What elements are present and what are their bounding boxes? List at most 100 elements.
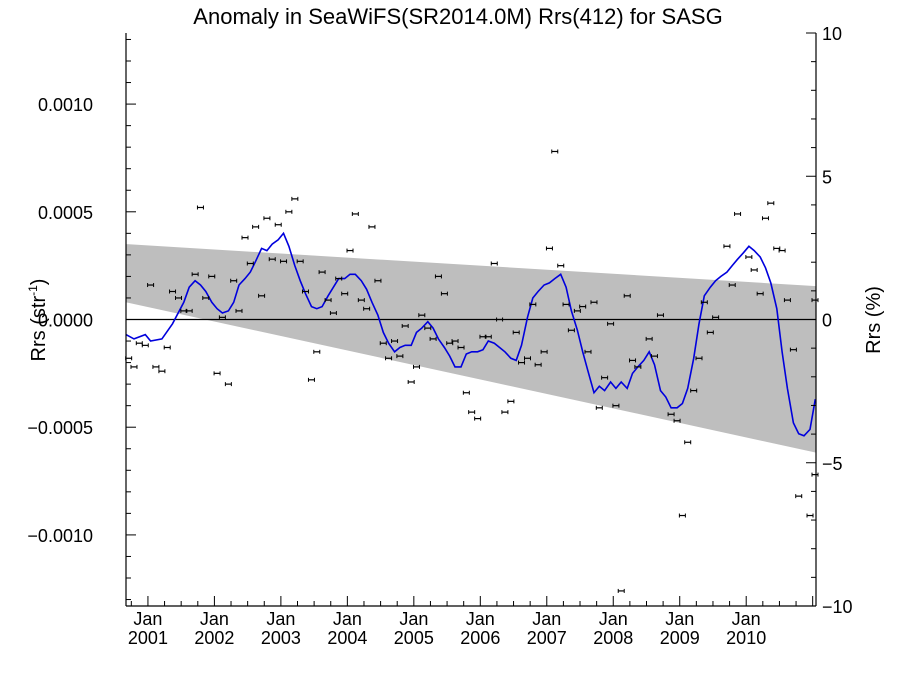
data-point <box>285 209 293 214</box>
data-point <box>540 349 548 354</box>
data-point <box>424 326 432 331</box>
x-axis-tick-month: Jan <box>466 609 495 629</box>
y-axis-right-tick-label: 0 <box>822 311 832 331</box>
y-axis-right-label: Rrs (%) <box>863 286 885 354</box>
y-axis-right-tick-label: 10 <box>822 24 842 44</box>
data-point <box>773 246 781 251</box>
data-point <box>379 341 387 346</box>
data-point <box>601 375 609 380</box>
data-point <box>468 410 476 415</box>
data-point <box>152 364 160 369</box>
x-axis-tick-year: 2009 <box>660 628 700 648</box>
data-point <box>706 330 714 335</box>
data-point <box>656 313 664 318</box>
data-point <box>518 360 526 365</box>
x-axis-tick-year: 2002 <box>194 628 234 648</box>
data-point <box>496 317 504 322</box>
data-point <box>341 291 349 296</box>
data-point <box>368 224 376 229</box>
data-point <box>579 304 587 309</box>
data-point <box>280 259 288 264</box>
data-point <box>629 358 637 363</box>
data-point <box>545 246 553 251</box>
data-point <box>351 211 359 216</box>
data-point <box>335 276 343 281</box>
x-axis-tick-month: Jan <box>599 609 628 629</box>
data-point <box>175 295 183 300</box>
data-point <box>451 339 459 344</box>
data-point <box>695 356 703 361</box>
y-axis-left-tick-label: 0.0010 <box>38 95 93 115</box>
data-point <box>163 345 171 350</box>
y-axis-right-tick-label: 5 <box>822 167 832 187</box>
data-point <box>224 382 232 387</box>
data-point <box>490 261 498 266</box>
data-point <box>434 274 442 279</box>
data-point <box>750 267 758 272</box>
y-axis-right-tick-label: −5 <box>822 454 843 474</box>
data-point <box>385 356 393 361</box>
data-point <box>678 513 686 518</box>
tick-labels-layer: −0.0010 −0.0005 0.0000 0.0005 0.0010 −10 −5 0 5 1… <box>27 24 852 648</box>
data-point <box>529 302 537 307</box>
data-point <box>263 216 271 221</box>
data-point <box>418 313 426 318</box>
data-point <box>534 362 542 367</box>
data-point <box>169 289 177 294</box>
axes-layer <box>125 32 817 607</box>
y-axis-left-label-close: ) <box>28 279 50 286</box>
data-point <box>446 341 454 346</box>
data-point <box>324 298 332 303</box>
data-point <box>767 201 775 206</box>
data-point <box>313 349 321 354</box>
data-point <box>728 283 736 288</box>
data-point <box>462 390 470 395</box>
y-axis-left-tick-label: −0.0005 <box>27 418 93 438</box>
data-point <box>645 336 653 341</box>
data-point <box>391 339 399 344</box>
data-point <box>412 364 420 369</box>
data-point <box>607 321 615 326</box>
data-point <box>218 315 226 320</box>
data-point <box>185 308 193 313</box>
data-point <box>723 244 731 249</box>
data-point <box>623 293 631 298</box>
x-axis-tick-month: Jan <box>200 609 229 629</box>
x-axis-tick-month: Jan <box>133 609 162 629</box>
data-point <box>407 379 415 384</box>
x-axis-tick-month: Jan <box>665 609 694 629</box>
data-point <box>429 336 437 341</box>
x-axis-tick-year: 2006 <box>460 628 500 648</box>
data-point <box>141 343 149 348</box>
data-point <box>557 263 565 268</box>
x-axis-tick-year: 2008 <box>593 628 633 648</box>
data-point <box>202 295 210 300</box>
y-axis-left-label-superscript: -1 <box>26 285 40 296</box>
data-point <box>811 472 819 477</box>
data-point <box>374 278 382 283</box>
trend-line <box>125 231 817 437</box>
y-axis-right-tick-label: −10 <box>822 597 853 617</box>
data-point <box>745 255 753 260</box>
y-axis-left-label: Rrs (str-1) <box>26 279 50 362</box>
data-point <box>191 272 199 277</box>
data-point <box>806 513 814 518</box>
data-point <box>147 283 155 288</box>
data-point <box>230 278 238 283</box>
trend-line-layer <box>125 231 817 437</box>
data-point <box>783 298 791 303</box>
x-axis-tick-year: 2007 <box>527 628 567 648</box>
data-point <box>457 345 465 350</box>
x-axis-tick-month: Jan <box>399 609 428 629</box>
data-point <box>595 405 603 410</box>
data-point <box>811 298 819 303</box>
data-point <box>208 274 216 279</box>
data-point <box>357 298 365 303</box>
uncertainty-band <box>126 244 816 453</box>
data-point <box>551 149 559 154</box>
data-point <box>612 403 620 408</box>
data-point <box>401 323 409 328</box>
data-point <box>512 330 520 335</box>
y-axis-left-tick-label: 0.0005 <box>38 203 93 223</box>
